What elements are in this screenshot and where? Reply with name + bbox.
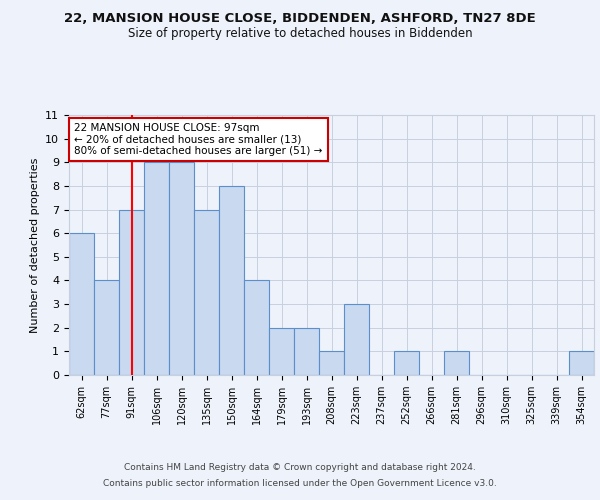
Y-axis label: Number of detached properties: Number of detached properties: [30, 158, 40, 332]
Bar: [244, 280, 269, 375]
Bar: [94, 280, 119, 375]
Bar: [119, 210, 144, 375]
Bar: [569, 352, 594, 375]
Bar: [194, 210, 219, 375]
Bar: [344, 304, 369, 375]
Text: 22, MANSION HOUSE CLOSE, BIDDENDEN, ASHFORD, TN27 8DE: 22, MANSION HOUSE CLOSE, BIDDENDEN, ASHF…: [64, 12, 536, 26]
Text: Contains HM Land Registry data © Crown copyright and database right 2024.: Contains HM Land Registry data © Crown c…: [124, 464, 476, 472]
Bar: [69, 233, 94, 375]
Text: 22 MANSION HOUSE CLOSE: 97sqm
← 20% of detached houses are smaller (13)
80% of s: 22 MANSION HOUSE CLOSE: 97sqm ← 20% of d…: [74, 123, 323, 156]
Bar: [144, 162, 169, 375]
Bar: [269, 328, 294, 375]
Bar: [169, 162, 194, 375]
Bar: [319, 352, 344, 375]
Bar: [219, 186, 244, 375]
Bar: [294, 328, 319, 375]
Bar: [394, 352, 419, 375]
Text: Size of property relative to detached houses in Biddenden: Size of property relative to detached ho…: [128, 28, 472, 40]
Bar: [444, 352, 469, 375]
Text: Contains public sector information licensed under the Open Government Licence v3: Contains public sector information licen…: [103, 478, 497, 488]
